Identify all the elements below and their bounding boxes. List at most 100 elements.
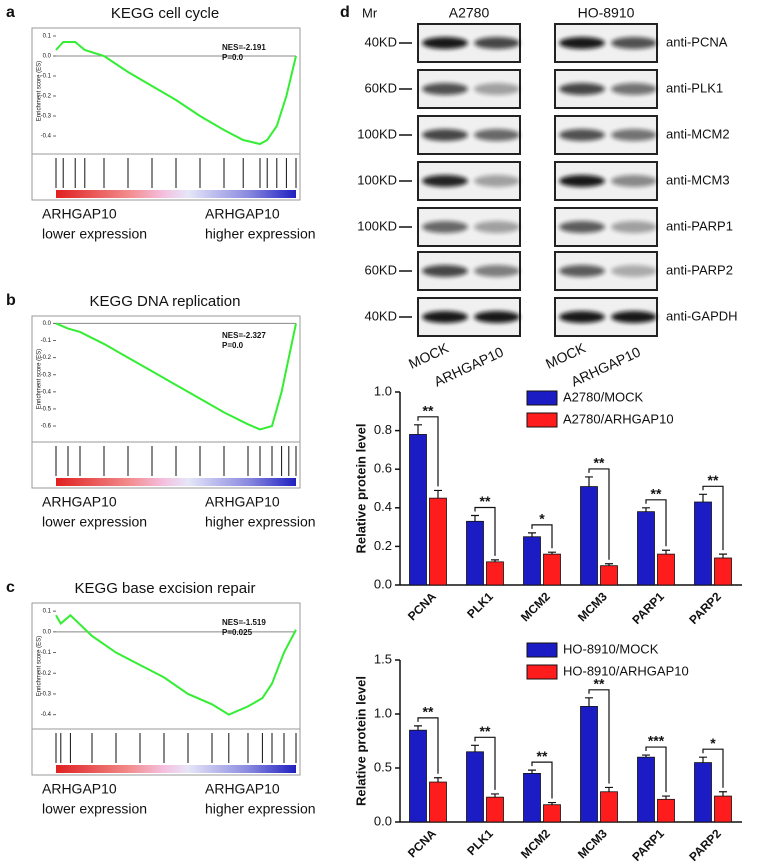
blot-band bbox=[474, 265, 520, 277]
significance-label: ** bbox=[708, 472, 719, 488]
bar bbox=[486, 561, 504, 586]
legend-swatch bbox=[526, 390, 558, 406]
y-tick-label: -0.2 bbox=[41, 94, 52, 100]
marker-label: 60KD bbox=[364, 262, 397, 277]
y-tick-label: -0.4 bbox=[41, 389, 52, 395]
panel-label: c bbox=[6, 579, 15, 596]
y-tick-label: -0.1 bbox=[41, 74, 52, 80]
y-tick-label: -0.4 bbox=[41, 134, 52, 140]
blot-band bbox=[474, 175, 520, 187]
bar bbox=[580, 706, 598, 823]
y-tick-label: 0.8 bbox=[374, 422, 392, 437]
mr-label: Mr bbox=[362, 5, 378, 20]
y-axis-label: Relative protein level bbox=[353, 676, 368, 806]
error-bar bbox=[642, 754, 650, 758]
x-tick-label: PLK1 bbox=[464, 589, 496, 621]
bar bbox=[409, 434, 427, 586]
bar bbox=[543, 553, 561, 586]
y-tick-label: -0.3 bbox=[41, 372, 52, 378]
significance-label: *** bbox=[648, 733, 665, 749]
significance-bracket bbox=[417, 416, 439, 487]
plot-frame bbox=[31, 27, 301, 201]
significance-label: ** bbox=[423, 704, 434, 720]
significance-bracket bbox=[474, 736, 496, 790]
significance-label: ** bbox=[594, 676, 605, 692]
blot-band bbox=[422, 265, 468, 277]
group-label: higher expression bbox=[205, 514, 316, 530]
blot-band bbox=[422, 83, 468, 95]
blot-band bbox=[611, 37, 657, 49]
error-bar bbox=[719, 791, 727, 797]
error-bar bbox=[548, 551, 556, 555]
antibody-label: anti-MCM3 bbox=[666, 172, 730, 187]
bar bbox=[466, 520, 484, 586]
group-label: higher expression bbox=[205, 801, 316, 817]
bar bbox=[409, 729, 427, 823]
stat-label: P=0.0 bbox=[222, 53, 244, 62]
error-bar bbox=[585, 476, 593, 487]
blot-band bbox=[559, 83, 605, 95]
error-bar bbox=[414, 424, 422, 435]
y-tick-label: 0.5 bbox=[374, 759, 392, 774]
blot-band bbox=[611, 83, 657, 95]
error-bar bbox=[642, 507, 650, 512]
marker-label: 40KD bbox=[364, 34, 397, 49]
blot-band bbox=[611, 221, 657, 233]
bar bbox=[580, 486, 598, 586]
marker-label: 40KD bbox=[364, 308, 397, 323]
significance-label: ** bbox=[594, 455, 605, 471]
x-tick-label: PARP2 bbox=[686, 826, 724, 864]
error-bar bbox=[605, 786, 613, 792]
significance-label: ** bbox=[537, 748, 548, 764]
blot-band bbox=[559, 129, 605, 141]
y-tick-label: 0.1 bbox=[43, 609, 52, 615]
error-bar bbox=[699, 493, 707, 503]
error-bar bbox=[662, 795, 670, 800]
error-bar bbox=[548, 801, 556, 805]
panel-label: d bbox=[340, 4, 350, 21]
blot-band bbox=[422, 311, 468, 323]
error-bar bbox=[491, 793, 499, 798]
y-tick-label: -0.3 bbox=[41, 692, 52, 698]
legend-label: A2780/MOCK bbox=[563, 389, 644, 404]
blot-band bbox=[559, 37, 605, 49]
x-tick-label: PARP2 bbox=[686, 589, 724, 627]
x-tick-label: MCM2 bbox=[518, 826, 553, 861]
y-axis-label: Enrichment score (ES) bbox=[37, 636, 43, 696]
es-curve bbox=[55, 613, 297, 716]
significance-label: * bbox=[710, 735, 716, 751]
x-tick-label: PCNA bbox=[405, 589, 439, 623]
blot-band bbox=[474, 129, 520, 141]
legend-label: HO-8910/ARHGAP10 bbox=[563, 663, 689, 678]
western-blot: d Mr A2780 HO-8910 40KD anti-PCNA 60KD anti… bbox=[340, 4, 738, 389]
error-bar bbox=[434, 489, 442, 499]
error-bar bbox=[585, 697, 593, 707]
x-tick-label: MCM2 bbox=[518, 589, 553, 624]
blot-band bbox=[559, 265, 605, 277]
bar bbox=[657, 553, 675, 586]
error-bar bbox=[528, 532, 536, 537]
antibody-label: anti-PLK1 bbox=[666, 80, 723, 95]
group-label: ARHGAP10 bbox=[42, 781, 117, 797]
antibody-label: anti-PCNA bbox=[666, 34, 728, 49]
lane-label: MOCK bbox=[406, 339, 451, 372]
x-tick-label: PCNA bbox=[405, 826, 439, 860]
blot-band bbox=[474, 37, 520, 49]
marker-label: 100KD bbox=[357, 126, 397, 141]
y-tick-label: -0.3 bbox=[41, 114, 52, 120]
x-tick-label: PARP1 bbox=[629, 589, 667, 627]
bar bbox=[486, 796, 504, 823]
plot-frame bbox=[31, 602, 301, 776]
legend-swatch bbox=[526, 664, 558, 680]
significance-bracket bbox=[588, 689, 610, 784]
y-tick-label: 0.4 bbox=[374, 499, 392, 514]
antibody-label: anti-PARP1 bbox=[666, 218, 733, 233]
bar bbox=[429, 781, 447, 823]
significance-label: * bbox=[539, 511, 545, 527]
group-label: ARHGAP10 bbox=[42, 206, 117, 222]
stat-label: P=0.025 bbox=[222, 628, 253, 637]
y-tick-label: 0.1 bbox=[43, 34, 52, 40]
error-bar bbox=[414, 725, 422, 731]
significance-label: ** bbox=[480, 493, 491, 509]
rank-bar bbox=[56, 190, 296, 198]
